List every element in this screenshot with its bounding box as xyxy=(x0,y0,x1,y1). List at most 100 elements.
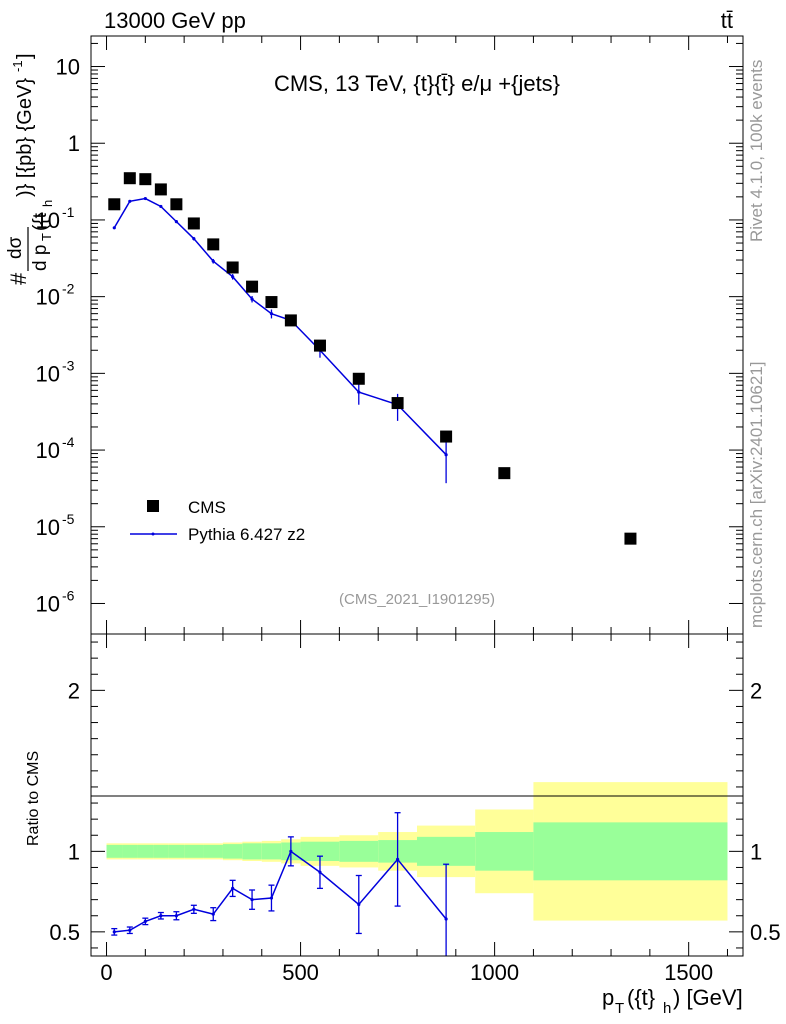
mc-point xyxy=(159,204,163,209)
main-y-tick-exponent: -2 xyxy=(62,281,75,297)
ratio-y-axis-label: Ratio to CMS xyxy=(25,751,42,846)
ratio-point xyxy=(143,919,147,923)
svg-text:T: T xyxy=(39,233,54,241)
inner-band-bin xyxy=(242,843,262,860)
ratio-series xyxy=(111,812,450,956)
inner-band-bin xyxy=(203,844,223,858)
inner-band-bin xyxy=(417,836,476,866)
svg-text:#: # xyxy=(6,272,31,285)
inner-band-bin xyxy=(184,844,204,858)
inner-band-bin xyxy=(106,844,123,858)
data-point xyxy=(139,173,152,186)
data-point xyxy=(440,430,453,443)
svg-text:dσ: dσ xyxy=(5,236,26,259)
mc-point xyxy=(444,453,448,457)
svg-text:) [GeV]: ) [GeV] xyxy=(673,985,743,1010)
mc-point xyxy=(357,390,361,394)
svg-text:h: h xyxy=(40,200,55,207)
mc-point xyxy=(192,237,196,241)
data-point xyxy=(391,397,404,410)
data-point xyxy=(498,467,511,480)
data-point xyxy=(352,372,365,385)
inner-band-bin xyxy=(339,840,379,862)
inner-band-bin xyxy=(533,822,728,881)
ratio-point xyxy=(357,902,361,907)
svg-text:]: ] xyxy=(14,53,36,59)
x-tick-label: 1000 xyxy=(470,960,519,985)
ratio-y-tick-labels: 0.5 0.5 1 1 2 2 xyxy=(49,678,780,945)
ratio-y-tick-label-right: 1 xyxy=(750,839,762,864)
data-point xyxy=(170,198,183,211)
data-point xyxy=(108,198,121,211)
x-tick-label: 0 xyxy=(100,960,112,985)
ratio-point xyxy=(289,849,293,853)
inner-band-bin xyxy=(475,832,534,871)
rivet-label: Rivet 4.1.0, 100k events xyxy=(747,60,766,242)
ratio-point xyxy=(211,912,215,916)
ratio-point xyxy=(269,896,274,900)
svg-text:-1: -1 xyxy=(10,60,25,72)
ratio-point xyxy=(395,857,400,862)
ratio-point xyxy=(174,914,178,918)
ratio-point xyxy=(250,898,254,902)
main-y-tick-exponent: -1 xyxy=(62,204,75,220)
svg-text:({t: ({t xyxy=(30,212,51,231)
data-point xyxy=(207,238,220,251)
main-y-tick-label: 10 xyxy=(36,438,60,463)
main-y-tick-label: 1 xyxy=(68,131,80,156)
ratio-point xyxy=(444,917,448,921)
ratio-point xyxy=(231,886,235,890)
x-tick-labels: 0 500 1000 1500 xyxy=(100,960,713,985)
main-y-tick-label: 10 xyxy=(36,591,60,616)
main-y-tick-exponent: -4 xyxy=(62,434,75,450)
ratio-point xyxy=(192,907,196,911)
svg-text:p: p xyxy=(602,985,614,1010)
mc-point xyxy=(250,297,254,301)
main-y-tick-label: 10 xyxy=(36,515,60,540)
uncertainty-bands xyxy=(106,782,728,921)
legend-mc-dot xyxy=(151,532,155,536)
inner-band-bin xyxy=(137,844,154,858)
mc-point xyxy=(143,196,147,201)
legend-data-marker xyxy=(147,500,159,512)
beam-label: 13000 GeV pp xyxy=(104,8,246,33)
ratio-point xyxy=(112,930,116,934)
legend-data-label: CMS xyxy=(188,498,226,517)
data-series xyxy=(108,172,637,545)
source-label: mcplots.cern.ch [arXiv:2401.10621] xyxy=(747,362,766,628)
data-point xyxy=(313,339,326,352)
watermark: (CMS_2021_I1901295) xyxy=(339,591,495,608)
inner-band-bin xyxy=(300,841,340,862)
svg-text:d p: d p xyxy=(30,245,51,271)
inner-band-bin xyxy=(261,843,282,860)
mc-point xyxy=(231,275,235,279)
mc-point xyxy=(174,220,178,224)
inner-band-bin xyxy=(153,844,169,858)
main-y-tick-label: 10 xyxy=(36,208,60,233)
mc-point xyxy=(128,199,132,203)
ratio-y-tick-label: 1 xyxy=(68,839,80,864)
plot-title: CMS, 13 TeV, {t}{t̄} e/μ +{jets} xyxy=(274,71,560,96)
ratio-panel: 0.5 0.5 1 1 2 2 0 500 1000 1500 Ratio to CMS p T… xyxy=(25,633,781,1017)
mc-point xyxy=(211,259,215,263)
data-point xyxy=(123,172,136,185)
mc-point xyxy=(269,312,274,316)
data-point xyxy=(284,314,297,327)
ratio-point xyxy=(318,870,322,874)
data-point xyxy=(265,296,278,309)
main-y-tick-label: 10 xyxy=(56,55,80,80)
main-y-tick-label: 10 xyxy=(36,361,60,386)
ratio-axis-ticks xyxy=(91,634,743,956)
svg-text:)} [{pb} {GeV}: )} [{pb} {GeV} xyxy=(14,78,36,197)
inner-band-bin xyxy=(122,844,138,858)
main-axis-ticks xyxy=(91,36,743,634)
main-frame xyxy=(90,35,744,635)
data-point xyxy=(624,532,637,545)
data-point xyxy=(154,183,167,196)
mc-series xyxy=(112,196,448,484)
ratio-y-tick-label-right: 0.5 xyxy=(750,920,781,945)
ratio-y-tick-label-right: 2 xyxy=(750,678,762,703)
